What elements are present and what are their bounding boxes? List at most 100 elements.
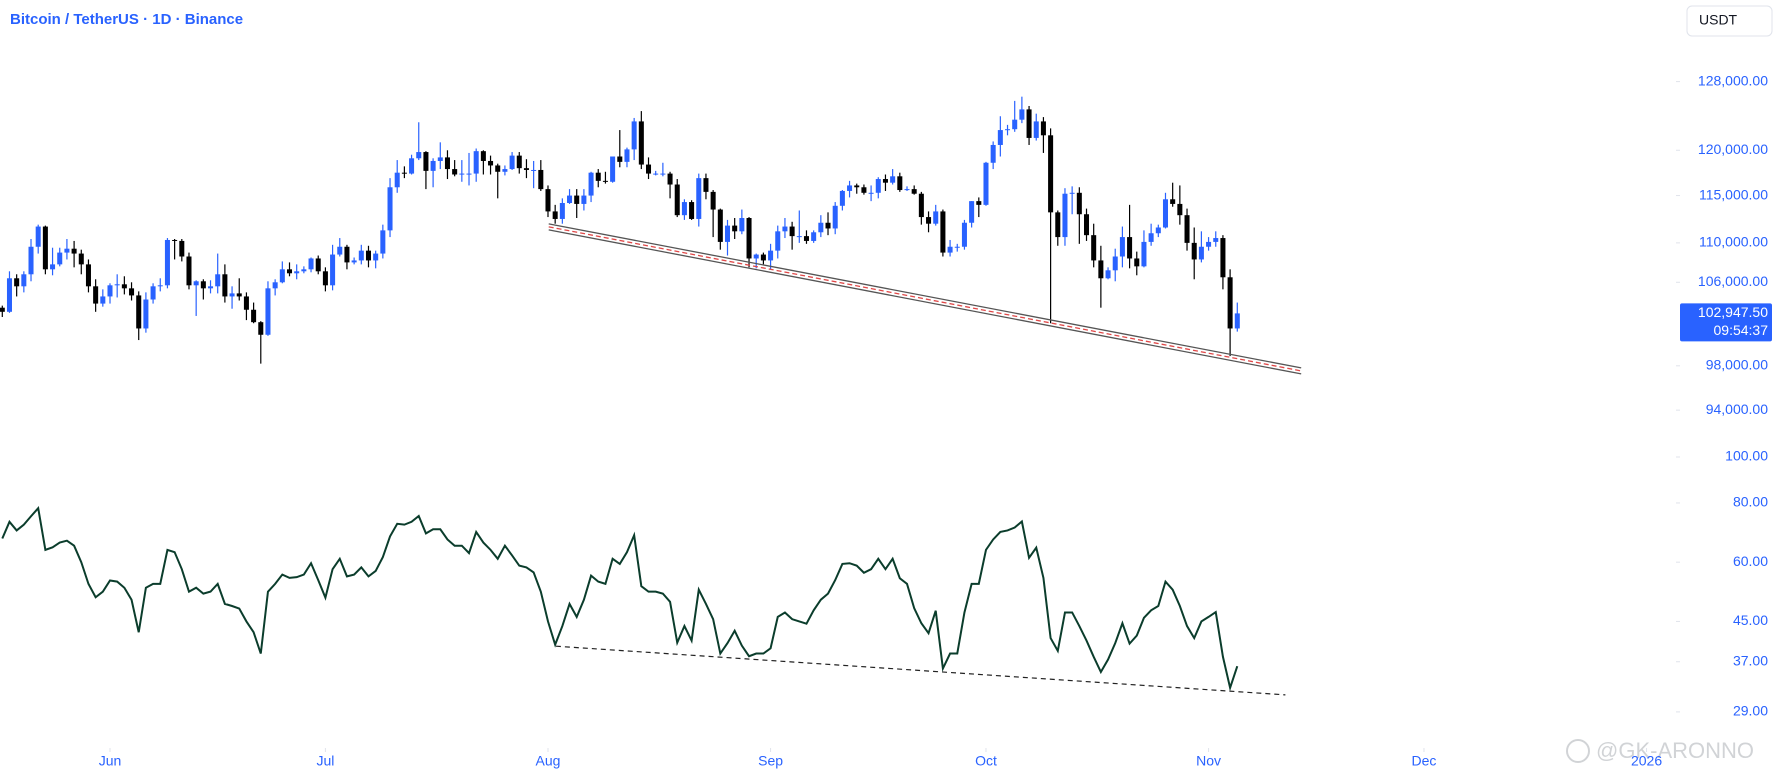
candle-body	[696, 178, 702, 219]
candle-body	[344, 246, 350, 263]
candle-body	[1170, 199, 1176, 204]
candle-body	[480, 151, 486, 161]
candle-body	[882, 179, 888, 183]
candle-body	[789, 226, 795, 237]
candles	[0, 96, 1240, 364]
candle-body	[351, 260, 357, 263]
last-price-label: 102,947.50	[1698, 304, 1768, 320]
candle-body	[1105, 270, 1111, 279]
candle-body	[179, 240, 185, 257]
candle-body	[495, 165, 501, 172]
candle-body	[732, 225, 738, 232]
candle-body	[624, 149, 630, 162]
y-tick-label: 80.00	[1733, 494, 1768, 510]
x-tick-label: Dec	[1412, 753, 1437, 769]
candle-body	[782, 226, 788, 232]
y-tick-label: 98,000.00	[1706, 357, 1768, 373]
candle-body	[279, 269, 285, 283]
candle-body	[1213, 238, 1219, 242]
chart-title: Bitcoin / TetherUS · 1D · Binance	[10, 11, 243, 28]
candle-body	[516, 155, 522, 169]
candle-body	[121, 284, 127, 289]
candle-body	[947, 246, 953, 253]
candle-body	[660, 173, 666, 175]
candle-body	[667, 173, 673, 185]
candle-body	[315, 258, 321, 272]
candle-body	[825, 222, 831, 229]
candle-body	[703, 178, 709, 192]
candle-body	[251, 309, 257, 323]
y-tick-label: 100.00	[1725, 448, 1768, 464]
candle-body	[602, 180, 608, 182]
candle-body	[444, 157, 450, 170]
candle-body	[258, 322, 264, 335]
candle-body	[423, 152, 429, 171]
candle-body	[1098, 260, 1104, 279]
candle-body	[523, 168, 529, 170]
candle-body	[1062, 193, 1068, 238]
candle-body	[1220, 238, 1226, 278]
candle-body	[911, 189, 917, 194]
candle-body	[71, 248, 77, 254]
x-tick-label: Jul	[316, 753, 334, 769]
candle-body	[186, 256, 192, 286]
candle-body	[631, 121, 637, 150]
candle-body	[868, 192, 874, 194]
y-tick-label: 45.00	[1733, 612, 1768, 628]
candle-body	[574, 195, 580, 204]
candle-body	[380, 230, 386, 254]
trendline	[548, 223, 1302, 375]
candle-body	[243, 296, 249, 310]
candle-body	[409, 158, 415, 174]
candle-body	[753, 254, 759, 259]
y-tick-label: 128,000.00	[1698, 72, 1768, 88]
candle-body	[1091, 235, 1097, 261]
last-price-box	[1680, 303, 1772, 342]
candle-body	[581, 195, 587, 204]
candle-body	[976, 201, 982, 205]
candle-body	[394, 172, 400, 188]
candle-body	[717, 209, 723, 242]
indicator	[1, 505, 1239, 692]
candle-body	[775, 231, 781, 251]
candle-body	[1162, 199, 1169, 228]
candle-body	[1005, 129, 1011, 131]
candle-body	[710, 191, 716, 210]
currency-button[interactable]	[1686, 5, 1773, 37]
candle-body	[365, 250, 372, 261]
candle-body	[35, 226, 41, 247]
candle-body	[452, 169, 458, 175]
candle-body	[1155, 227, 1161, 234]
candle-body	[1198, 246, 1204, 260]
candle-body	[1083, 214, 1090, 236]
candle-body	[466, 173, 472, 175]
y-tick-label: 94,000.00	[1706, 401, 1768, 417]
candle-body	[236, 293, 242, 297]
candle-body	[904, 189, 910, 191]
candle-body	[818, 222, 824, 233]
currency-label[interactable]: USDT	[1699, 12, 1738, 28]
candle-body	[674, 184, 680, 216]
y-tick-label: 115,000.00	[1699, 186, 1768, 202]
candle-body	[358, 250, 364, 261]
candle-body	[724, 225, 731, 242]
watermark: @GK-ARONNO	[1566, 738, 1754, 763]
candle-body	[1112, 256, 1118, 271]
candle-body	[1048, 135, 1054, 213]
candle-body	[796, 236, 802, 238]
countdown-label: 09:54:37	[1714, 322, 1769, 338]
candle-body	[1141, 241, 1147, 267]
candle-body	[416, 152, 422, 159]
candle-body	[940, 211, 946, 253]
candle-body	[653, 173, 659, 175]
trendline	[555, 645, 1286, 696]
x-tick-label: Oct	[975, 753, 997, 769]
candle-body	[854, 185, 860, 188]
candle-body	[100, 296, 106, 304]
candle-body	[918, 193, 924, 218]
candle-body	[28, 246, 34, 275]
candle-body	[1191, 242, 1197, 260]
candle-body	[610, 156, 616, 182]
candle-body	[954, 246, 960, 248]
